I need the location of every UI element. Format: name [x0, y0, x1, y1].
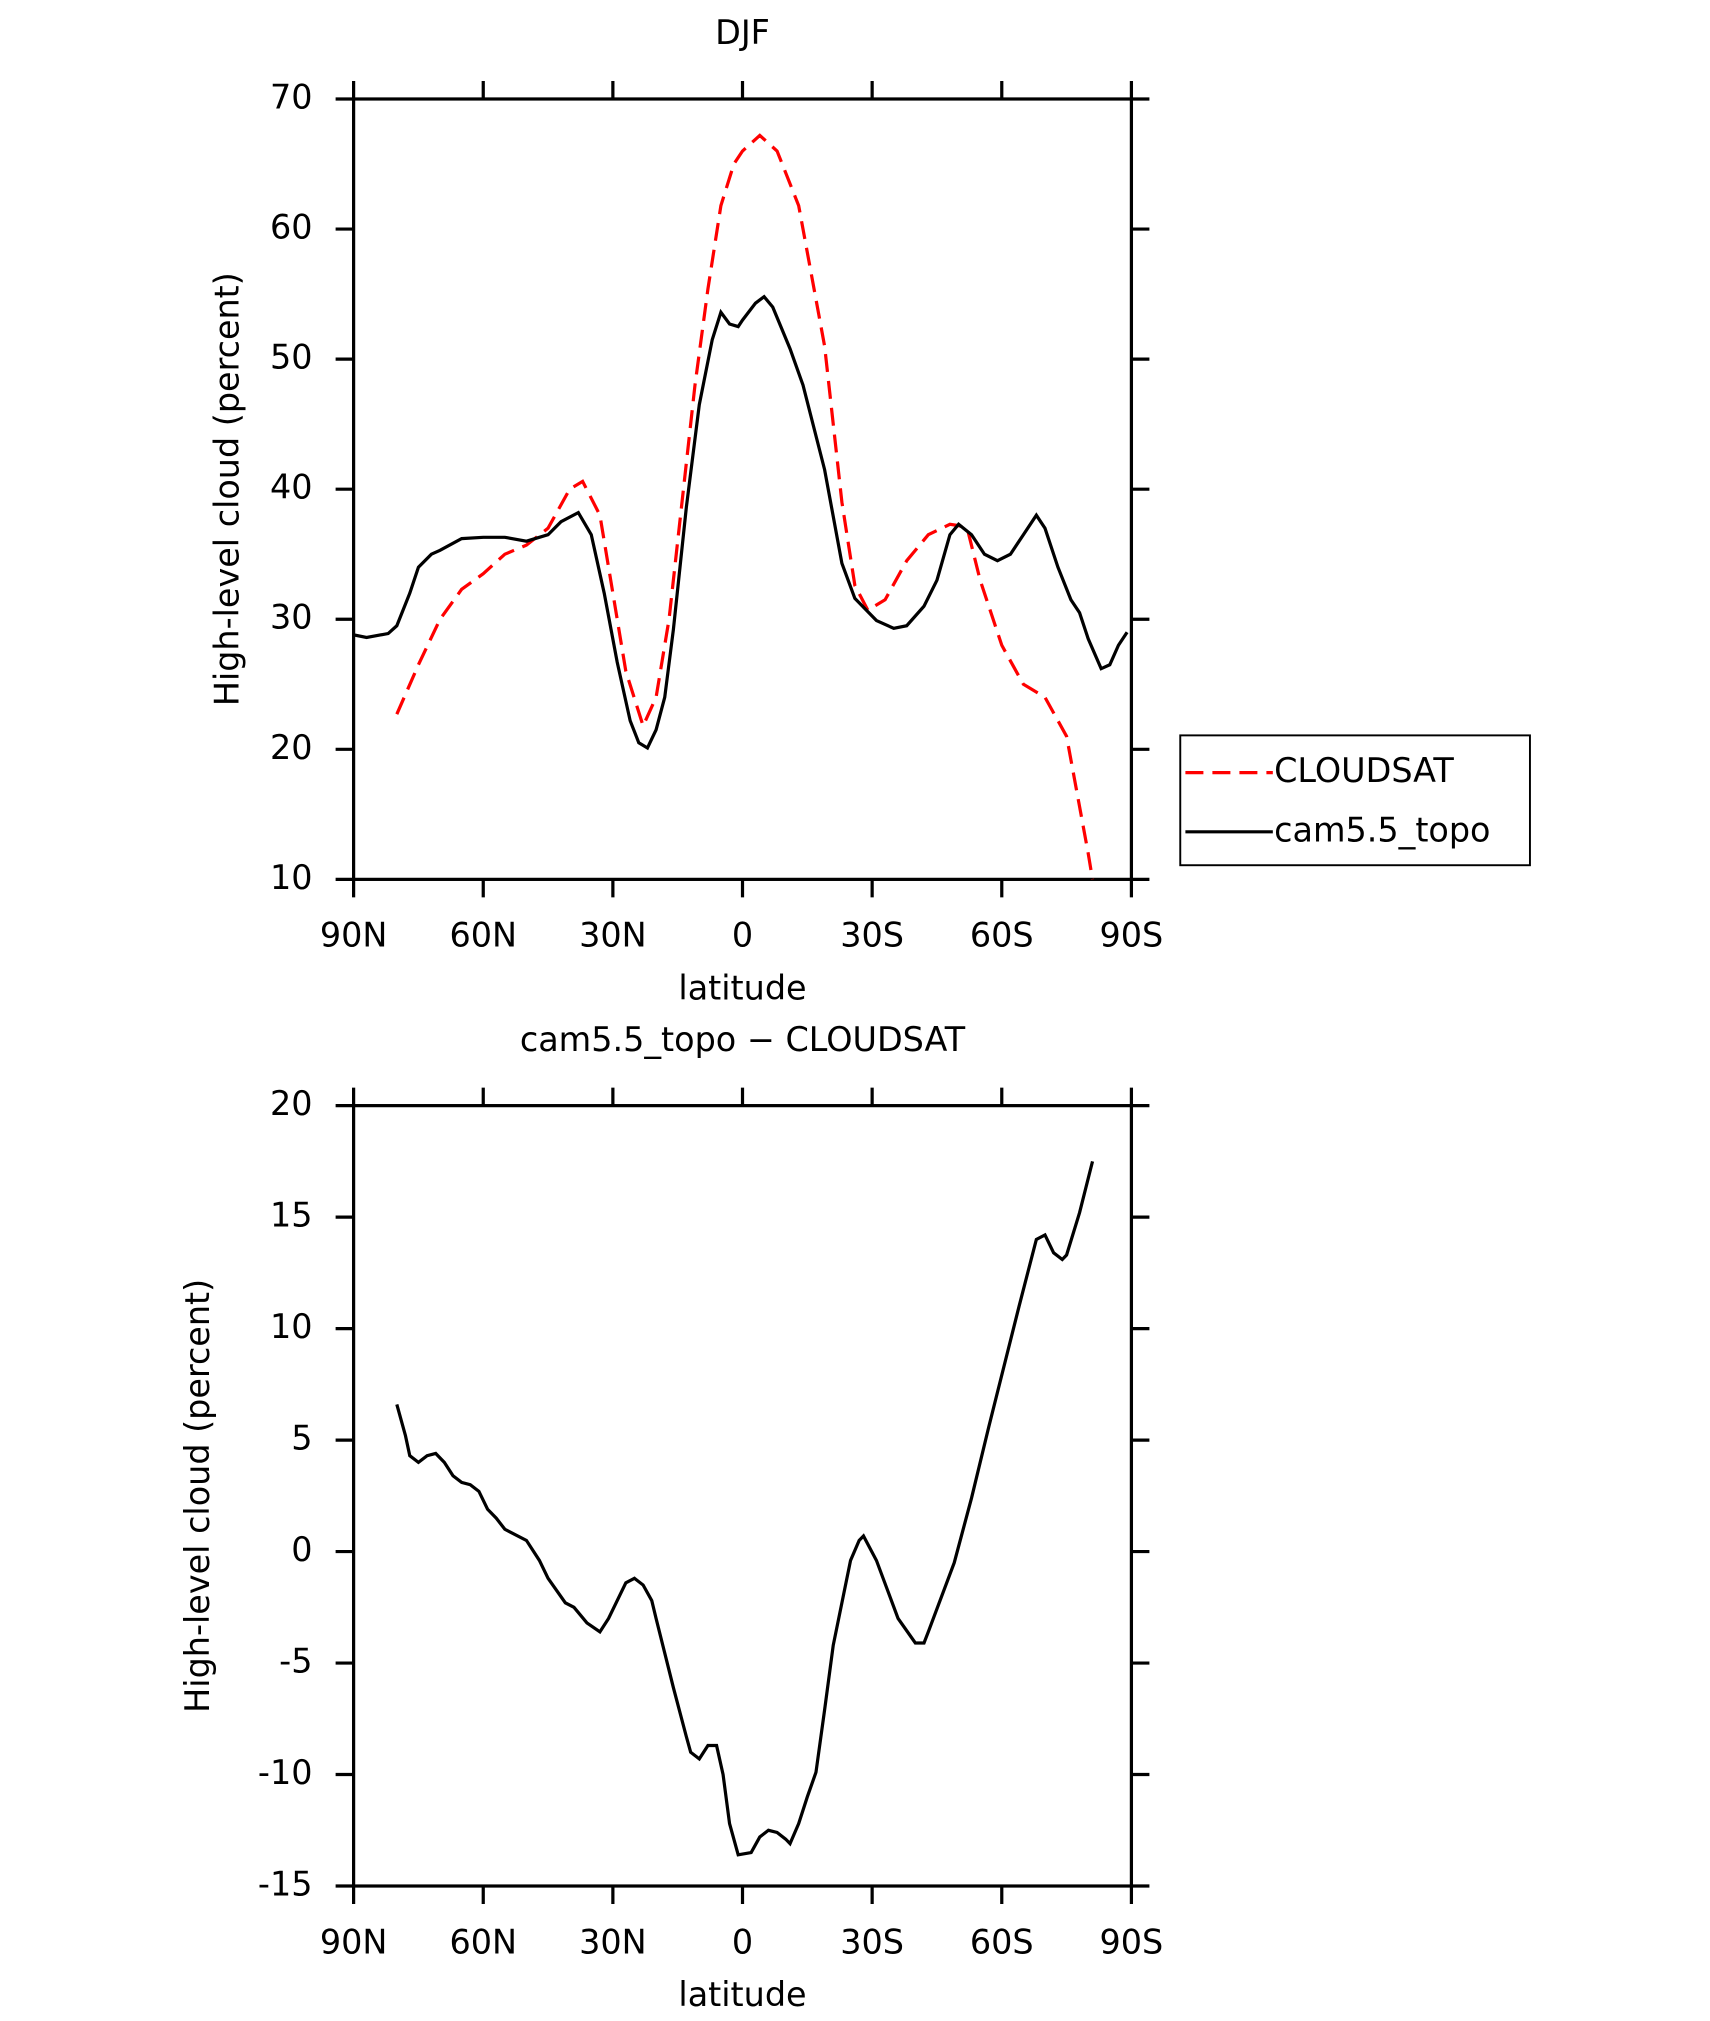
- x-tick-label: 30N: [579, 916, 647, 955]
- y-axis-label: High-level cloud (percent): [178, 1279, 217, 1713]
- y-tick-label: 60: [270, 208, 313, 247]
- x-tick-label: 60N: [449, 1922, 517, 1961]
- x-axis-label: latitude: [678, 968, 806, 1007]
- y-tick-label: 20: [270, 1084, 313, 1123]
- plot-frame: [351, 97, 1134, 881]
- data-line: [395, 133, 1095, 880]
- y-tick-label: 40: [270, 468, 313, 507]
- x-tick-label: 60S: [970, 1922, 1034, 1961]
- y-tick-label: -5: [279, 1642, 312, 1681]
- y-tick-label: 5: [291, 1419, 312, 1458]
- data-line: [395, 1160, 1095, 1857]
- x-tick-label: 60S: [970, 916, 1034, 955]
- legend-label: cam5.5_topo: [1274, 810, 1490, 849]
- y-tick-label: 30: [270, 598, 313, 637]
- x-tick-label: 90S: [1100, 916, 1164, 955]
- y-tick-label: 20: [270, 728, 313, 767]
- y-tick-label: 0: [291, 1530, 312, 1569]
- x-tick-label: 60N: [449, 916, 517, 955]
- y-tick-label: 10: [270, 1307, 313, 1346]
- y-tick-label: 70: [270, 77, 313, 116]
- plot-frame: [351, 1104, 1134, 1888]
- legend-label: CLOUDSAT: [1274, 751, 1454, 790]
- x-tick-label: 30N: [579, 1922, 647, 1961]
- x-tick-label: 0: [732, 916, 753, 955]
- x-tick-label: 0: [732, 1922, 753, 1961]
- y-tick-label: 15: [270, 1196, 313, 1235]
- y-tick-label: -10: [258, 1753, 313, 1792]
- chart-title: cam5.5_topo − CLOUDSAT: [520, 1020, 966, 1059]
- x-tick-label: 90S: [1100, 1922, 1164, 1961]
- y-tick-label: 50: [270, 338, 313, 377]
- x-axis-label: latitude: [678, 1975, 806, 2014]
- y-axis-label: High-level cloud (percent): [207, 272, 246, 706]
- legend-box: [1179, 734, 1531, 867]
- x-tick-label: 90N: [320, 916, 388, 955]
- y-tick-label: -15: [258, 1865, 313, 1904]
- data-line: [353, 294, 1129, 751]
- chart-title: DJF: [715, 13, 770, 52]
- x-tick-label: 90N: [320, 1922, 388, 1961]
- x-tick-label: 30S: [840, 1922, 904, 1961]
- y-tick-label: 10: [270, 858, 313, 897]
- x-tick-label: 30S: [840, 916, 904, 955]
